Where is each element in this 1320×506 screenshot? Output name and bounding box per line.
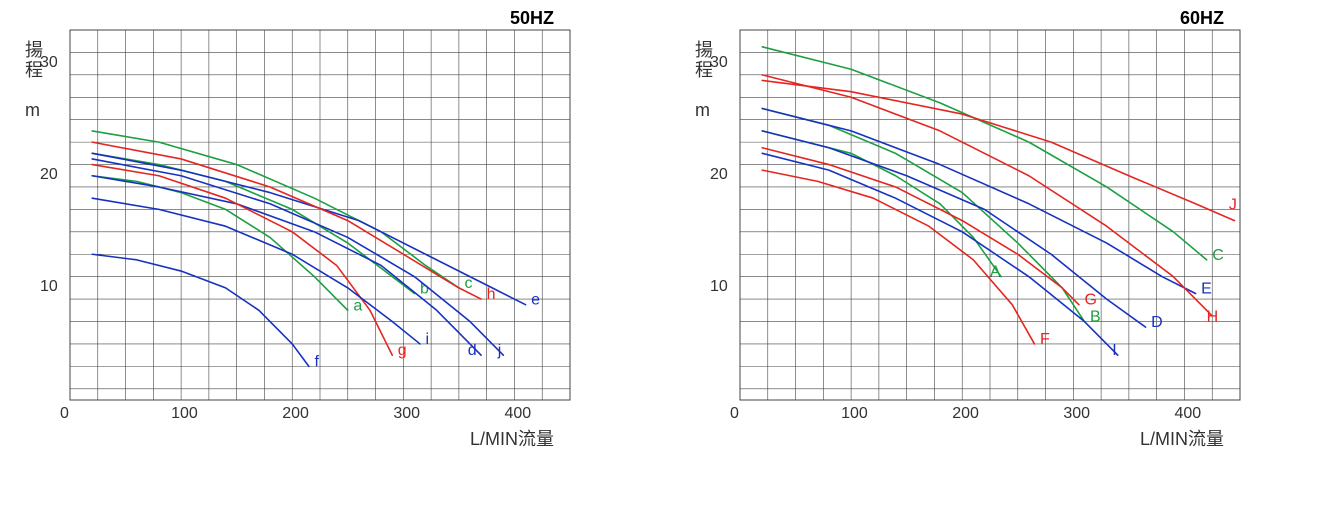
curve-label-H: H xyxy=(1207,309,1219,326)
curve-B xyxy=(762,108,1084,321)
x-tick: 200 xyxy=(952,405,979,423)
x-tick: 300 xyxy=(1063,405,1090,423)
x-tick: 0 xyxy=(730,405,739,423)
chart-60hz: 60HZ 揚程 m L/MIN流量 ABCDEFGHIJ 10203001002… xyxy=(0,0,1320,506)
curve-label-A: A xyxy=(990,264,1001,281)
x-axis-label-right: L/MIN流量 xyxy=(1140,425,1224,451)
y-axis-unit-right: m xyxy=(695,100,710,121)
curve-label-C: C xyxy=(1212,247,1224,264)
y-tick: 10 xyxy=(710,278,728,296)
y-tick: 20 xyxy=(710,166,728,184)
curve-label-D: D xyxy=(1151,314,1163,331)
curve-label-I: I xyxy=(1112,342,1116,359)
curve-G xyxy=(762,148,1079,305)
x-tick: 400 xyxy=(1174,405,1201,423)
curve-H xyxy=(762,75,1212,316)
chart-title-60hz: 60HZ xyxy=(1180,8,1224,29)
y-tick: 30 xyxy=(710,54,728,72)
curve-J xyxy=(762,80,1234,220)
curve-label-F: F xyxy=(1040,331,1050,348)
container: 50HZ 揚程 m L/MIN流量 abcdefghij 10203001002… xyxy=(0,0,1320,506)
x-tick: 100 xyxy=(841,405,868,423)
plot-area-60hz: A B C D E F G H I J xyxy=(740,30,1240,400)
curve-label-G: G xyxy=(1084,292,1096,309)
curve-label-J: J xyxy=(1229,196,1237,213)
curve-A xyxy=(762,131,1001,277)
curve-label-B: B xyxy=(1090,309,1101,326)
curve-F xyxy=(762,170,1034,344)
curve-label-E: E xyxy=(1201,280,1212,297)
